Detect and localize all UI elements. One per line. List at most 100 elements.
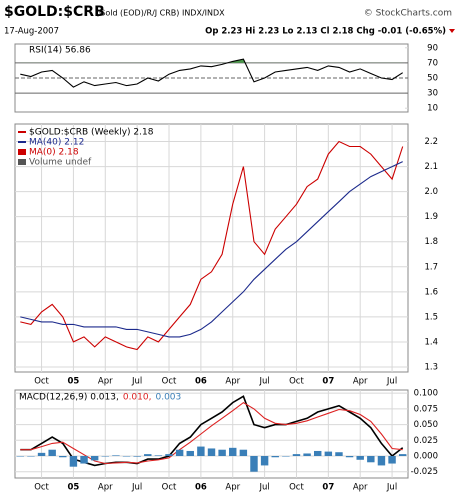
histogram-bar xyxy=(367,456,375,463)
histogram-bar xyxy=(388,456,396,464)
legend-label: 0.010, xyxy=(123,393,152,403)
y-tick-label: 1.3 xyxy=(424,362,438,372)
histogram-bar xyxy=(239,449,248,456)
legend-swatch xyxy=(18,149,26,155)
quote: Op 2.23 Hi 2.23 Lo 2.13 Cl 2.18 Chg -0.0… xyxy=(205,27,446,37)
y-tick-label: 1.6 xyxy=(424,287,438,297)
histogram-bar xyxy=(398,454,407,456)
histogram-bar xyxy=(16,456,25,457)
histogram-bar xyxy=(186,450,194,456)
legend-swatch xyxy=(18,159,26,165)
date: 17-Aug-2007 xyxy=(4,27,59,37)
panel-title: RSI(14) 56.86 xyxy=(29,46,91,56)
down-arrow xyxy=(449,29,455,33)
x-tick-label: Apr xyxy=(98,483,113,493)
series-line xyxy=(20,140,404,351)
histogram-bar xyxy=(133,456,141,457)
x-tick-label: Apr xyxy=(353,377,368,387)
x-tick-label: Jul xyxy=(131,377,142,387)
x-tick-label: Jul xyxy=(258,377,269,387)
x-tick-label: 07 xyxy=(322,377,334,387)
symbol: $GOLD:$CRB xyxy=(4,4,105,20)
x-tick-label: 06 xyxy=(195,483,207,493)
x-tick-label: Oct xyxy=(289,377,304,387)
histogram-bar xyxy=(250,456,258,472)
histogram-bar xyxy=(154,455,163,456)
histogram-bar xyxy=(112,455,120,456)
histogram-bar xyxy=(229,447,237,456)
x-tick-label: 05 xyxy=(67,483,79,493)
legend-swatch xyxy=(18,141,26,143)
panel-frame xyxy=(14,123,409,373)
x-tick-label: Jul xyxy=(386,377,397,387)
histogram-bar xyxy=(356,456,364,460)
histogram-bar xyxy=(59,456,67,458)
series-line xyxy=(20,161,403,338)
y-tick-label: -0.025 xyxy=(411,467,438,477)
x-tick-label: 05 xyxy=(67,377,79,387)
y-tick-label: 90 xyxy=(427,43,438,53)
x-tick-label: Oct xyxy=(34,377,49,387)
x-tick-label: Apr xyxy=(98,377,113,387)
legend-label: $GOLD:$CRB (Weekly) 2.18 xyxy=(29,128,154,138)
x-tick-label: Jul xyxy=(131,483,142,493)
x-tick-label: Apr xyxy=(225,483,240,493)
histogram-bar xyxy=(207,448,216,456)
y-tick-label: 50 xyxy=(427,74,438,84)
histogram-bar xyxy=(101,456,110,457)
y-tick-label: 1.5 xyxy=(424,312,438,322)
y-tick-label: 30 xyxy=(427,89,438,99)
histogram-bar xyxy=(282,456,290,457)
y-tick-label: 1.9 xyxy=(424,212,438,222)
histogram-bar xyxy=(345,456,354,458)
histogram-bar xyxy=(48,449,56,456)
histogram-bar xyxy=(218,449,226,456)
histogram-bar xyxy=(335,452,343,456)
x-tick-label: Apr xyxy=(225,377,240,387)
histogram-bar xyxy=(313,450,322,456)
histogram-bar xyxy=(80,456,88,464)
y-tick-label: 70 xyxy=(427,58,438,68)
x-tick-label: Oct xyxy=(289,483,304,493)
y-tick-label: 1.4 xyxy=(424,337,438,347)
histogram-bar xyxy=(175,449,184,456)
legend-label: MACD(12,26,9) 0.013, xyxy=(19,393,119,403)
y-tick-label: 0.000 xyxy=(414,452,438,462)
y-tick-label: 2.0 xyxy=(424,187,438,197)
x-tick-label: Apr xyxy=(353,483,368,493)
x-tick-label: Jul xyxy=(386,483,397,493)
y-tick-label: 0.100 xyxy=(414,389,438,399)
x-tick-label: Oct xyxy=(162,483,177,493)
histogram-bar xyxy=(271,456,279,458)
legend-label: MA(40) 2.12 xyxy=(29,138,84,148)
histogram-bar xyxy=(122,456,131,457)
x-tick-label: Oct xyxy=(34,483,49,493)
y-tick-label: 0.025 xyxy=(414,436,438,446)
histogram-bar xyxy=(69,456,78,467)
legend-swatch xyxy=(18,131,26,133)
description: (Gold (EOD)/R/J CRB) INDX/INDX xyxy=(96,9,225,18)
y-tick-label: 0.050 xyxy=(414,420,438,430)
histogram-bar xyxy=(303,453,311,456)
histogram-bar xyxy=(260,456,269,466)
histogram-bar xyxy=(27,456,35,457)
y-tick-label: 2.1 xyxy=(424,162,438,172)
legend-label: MA(0) 2.18 xyxy=(29,148,79,158)
y-tick-label: 1.7 xyxy=(424,262,438,272)
x-tick-label: 07 xyxy=(322,483,334,493)
histogram-bar xyxy=(377,456,386,466)
histogram-bar xyxy=(37,452,46,456)
y-tick-label: 0.075 xyxy=(414,404,438,414)
y-tick-label: 10 xyxy=(427,104,438,114)
legend-label: Volume undef xyxy=(29,158,92,168)
legend-label: 0.003 xyxy=(155,393,181,403)
y-tick-label: 1.8 xyxy=(424,237,438,247)
histogram-bar xyxy=(197,446,205,456)
histogram-bar xyxy=(292,454,301,456)
x-tick-label: Jul xyxy=(258,483,269,493)
x-tick-label: Oct xyxy=(162,377,177,387)
series-line xyxy=(20,58,403,88)
source: © StockCharts.com xyxy=(364,9,452,19)
x-tick-label: 06 xyxy=(195,377,207,387)
